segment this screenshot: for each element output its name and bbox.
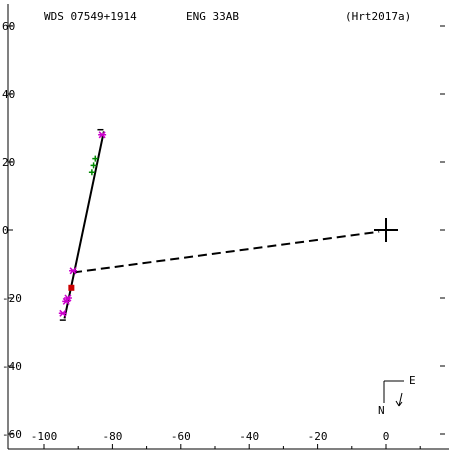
reference-code: (Hrt2017a) xyxy=(345,10,411,23)
y-tick-label: 60 xyxy=(2,20,15,33)
y-tick-label: -20 xyxy=(2,292,22,305)
data-point-plus xyxy=(92,155,99,162)
compass-direction-arrow-icon xyxy=(395,392,403,407)
y-tick-label: -40 xyxy=(2,360,22,373)
primary-star-cross xyxy=(374,218,398,242)
residual-dashed-line xyxy=(72,230,380,274)
y-axis-ticks: 60 40 20 0 -20 -40 -60 xyxy=(2,20,445,441)
x-tick-label: -60 xyxy=(171,430,191,443)
data-point-asterisk xyxy=(63,294,72,302)
y-tick-label: 40 xyxy=(2,88,15,101)
data-point-square xyxy=(68,284,75,291)
y-tick-label: -60 xyxy=(2,428,22,441)
x-tick-label: 0 xyxy=(383,430,390,443)
x-tick-label: -100 xyxy=(31,430,58,443)
data-point-plus xyxy=(90,162,97,169)
data-point-asterisk xyxy=(62,297,71,305)
star-designation: WDS 07549+1914 xyxy=(44,10,137,23)
y-tick-label: 20 xyxy=(2,156,15,169)
data-point-asterisk xyxy=(58,309,67,317)
observation-points xyxy=(58,128,107,321)
x-tick-label: -80 xyxy=(102,430,122,443)
x-tick-label: -40 xyxy=(239,430,259,443)
data-point-asterisk xyxy=(69,267,78,275)
x-axis-ticks: -100 -80 -60 -40 -20 0 xyxy=(31,430,421,449)
data-point-asterisk xyxy=(98,131,107,139)
x-tick-label: -20 xyxy=(308,430,328,443)
compass-rose: N E xyxy=(378,374,416,417)
data-point-plus xyxy=(88,169,95,176)
discoverer-code: ENG 33AB xyxy=(186,10,239,23)
compass-north-label: N xyxy=(378,404,385,417)
compass-east-label: E xyxy=(409,374,416,387)
y-tick-label: 0 xyxy=(2,224,9,237)
